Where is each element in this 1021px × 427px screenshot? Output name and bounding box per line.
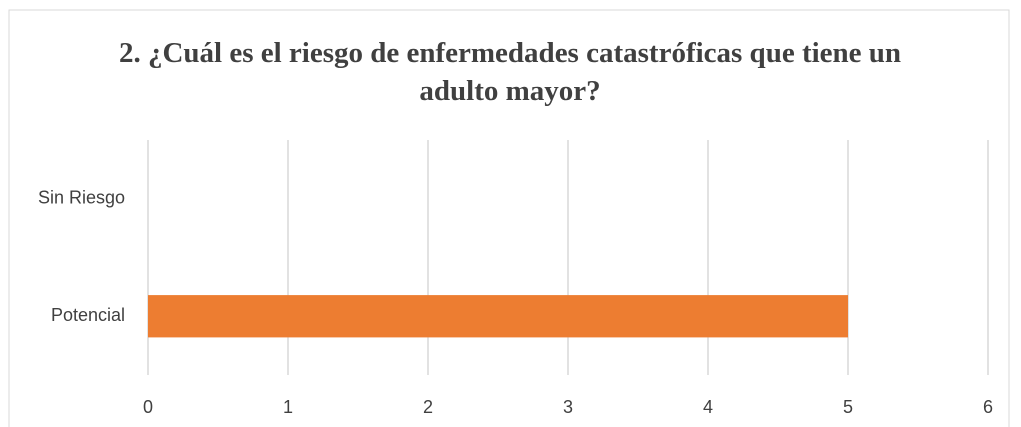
x-tick-label: 5 — [843, 397, 853, 417]
y-tick-label: Potencial — [51, 305, 125, 325]
bar — [148, 295, 848, 338]
x-tick-label: 4 — [703, 397, 713, 417]
chart-border — [8, 9, 1010, 427]
x-tick-label: 0 — [143, 397, 153, 417]
x-tick-label: 3 — [563, 397, 573, 417]
y-tick-label: Sin Riesgo — [38, 188, 125, 208]
chart-title: 2. ¿Cuál es el riesgo de enfermedades ca… — [118, 37, 902, 107]
x-tick-label: 1 — [283, 397, 293, 417]
x-tick-label: 2 — [423, 397, 433, 417]
x-tick-label: 6 — [983, 397, 993, 417]
